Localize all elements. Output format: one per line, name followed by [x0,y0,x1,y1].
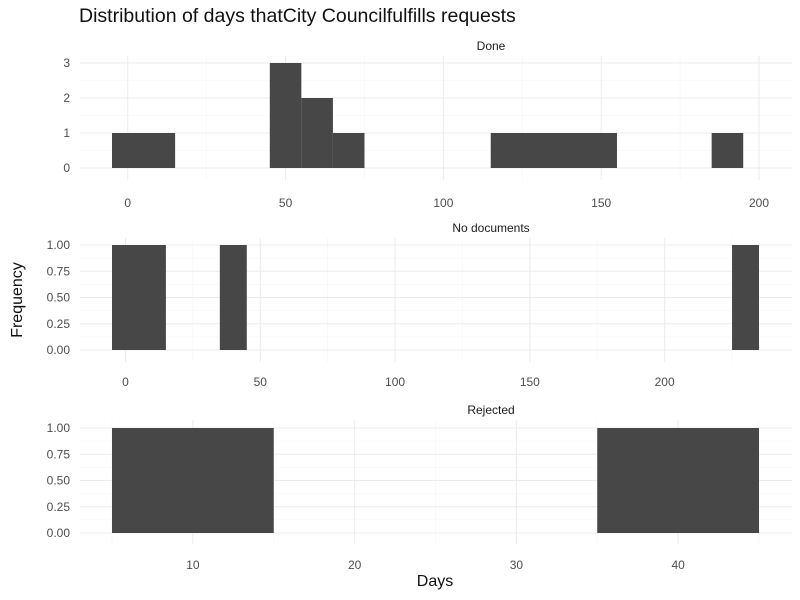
x-tick-label: 200 [655,375,675,389]
x-tick-label: 150 [591,196,611,210]
histogram-bar [332,133,365,168]
histogram-bar [490,133,617,168]
y-tick-label: 1.00 [47,238,71,252]
histogram-bar [219,245,247,350]
y-tick-label: 0.25 [47,317,71,331]
histogram-bar [301,98,333,168]
facet-strip-label: Done [477,39,506,53]
histogram-bar [597,428,759,533]
histogram-bar [269,63,302,168]
y-tick-label: 0.50 [47,474,71,488]
x-tick-label: 10 [186,558,200,572]
x-tick-label: 150 [520,375,540,389]
x-tick-label: 50 [254,375,268,389]
histogram-bar [112,428,274,533]
y-tick-label: 3 [63,56,70,70]
x-tick-label: 100 [385,375,405,389]
x-tick-label: 200 [749,196,769,210]
y-tick-label: 0.75 [47,447,71,461]
chart-title: Distribution of days thatCity Councilful… [79,5,516,27]
histogram-bar [711,133,744,168]
facet-strip-label: Rejected [467,403,514,417]
y-tick-label: 1 [63,126,70,140]
x-tick-label: 0 [124,196,131,210]
y-tick-label: 0 [63,161,70,175]
y-tick-label: 0.75 [47,264,71,278]
x-tick-label: 40 [671,558,685,572]
y-tick-label: 0.25 [47,500,71,514]
y-tick-label: 0.00 [47,343,71,357]
histogram-bar [112,133,176,168]
histogram-bar [732,245,759,350]
x-axis-label: Days [416,573,454,590]
x-tick-label: 50 [279,196,293,210]
x-tick-label: 30 [510,558,524,572]
facet-strip-label: No documents [452,221,529,235]
x-tick-label: 100 [433,196,453,210]
histogram-bar [112,245,166,350]
x-tick-label: 0 [122,375,129,389]
y-tick-label: 1.00 [47,421,71,435]
y-tick-label: 0.00 [47,526,71,540]
x-tick-label: 20 [348,558,362,572]
y-tick-label: 0.50 [47,291,71,305]
y-tick-label: 2 [63,91,70,105]
